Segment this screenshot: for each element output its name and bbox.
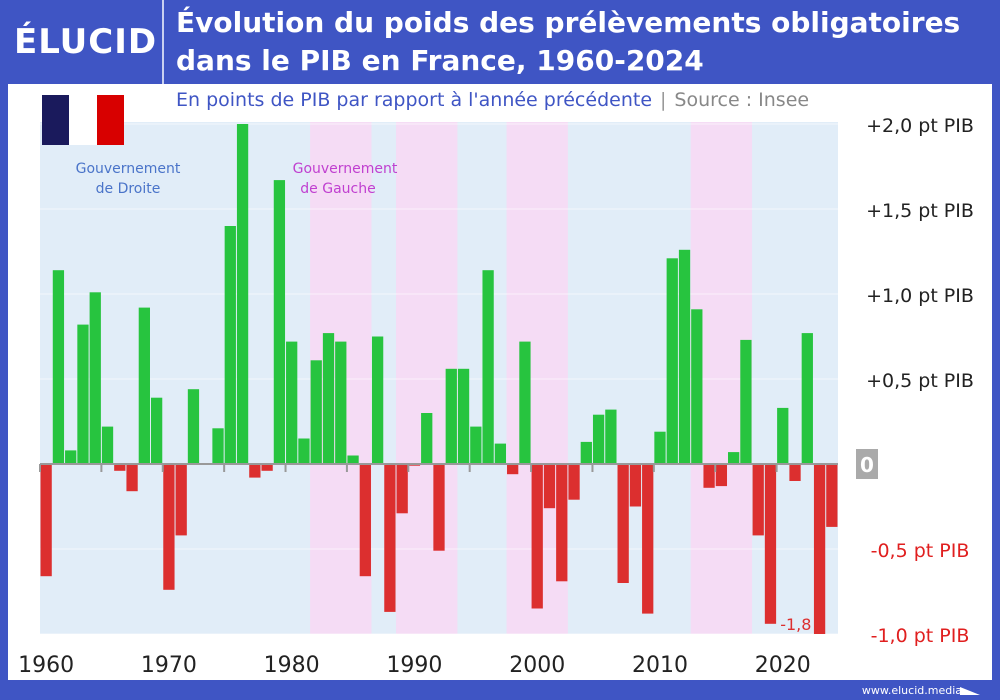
bar-1977 <box>249 464 261 478</box>
bar-2001 <box>543 464 556 509</box>
bar-1989 <box>396 464 408 514</box>
left-government-label-2: de Gauche <box>300 181 375 197</box>
title-line-1: Évolution du poids des prélèvements obli… <box>176 6 961 39</box>
elucid-logo: ÉLUCID <box>14 22 158 62</box>
left-government-label-1: Gouvernement <box>293 161 398 177</box>
footer-url[interactable]: www.elucid.media <box>861 684 962 697</box>
bar-1980 <box>286 341 298 464</box>
bar-2023 <box>813 464 826 634</box>
france-flag-icon <box>42 95 124 145</box>
x-tick-label-1980: 1980 <box>264 653 320 678</box>
bar-2021 <box>789 464 801 481</box>
subtitle: En points de PIB par rapport à l'année p… <box>176 89 809 111</box>
annotation-2023: -1,8 <box>780 615 811 634</box>
bar-1986 <box>359 464 371 577</box>
bar-1966 <box>114 464 126 471</box>
zero-label-box <box>856 449 878 479</box>
bar-1993 <box>445 368 457 464</box>
x-tick-label-2000: 2000 <box>509 653 565 678</box>
bar-1970 <box>163 464 175 590</box>
separator: | <box>660 89 667 111</box>
bar-1991 <box>421 413 433 464</box>
x-tick-label-2020: 2020 <box>755 653 811 678</box>
bar-2008 <box>629 464 642 507</box>
bar-1985 <box>347 455 359 464</box>
y-tick-label: +2,0 pt PIB <box>866 115 974 137</box>
right-government-label-1: Gouvernement <box>76 161 181 177</box>
x-tick-label-1960: 1960 <box>18 653 74 678</box>
bar-1963 <box>77 324 89 464</box>
bar-1998 <box>507 464 519 475</box>
bar-1982 <box>310 360 322 464</box>
bar-2004 <box>580 441 592 464</box>
y-tick-label: +0,5 pt PIB <box>866 370 974 392</box>
bar-2024 <box>826 464 838 527</box>
subtitle-text: En points de PIB par rapport à l'année p… <box>176 89 653 111</box>
right-government-label-2: de Droite <box>96 181 161 197</box>
bar-2009 <box>642 464 654 614</box>
bar-1995 <box>470 426 482 464</box>
bar-1972 <box>187 389 200 464</box>
bar-2006 <box>605 409 617 464</box>
bar-1968 <box>138 307 150 464</box>
x-tick-label-2010: 2010 <box>632 653 688 678</box>
chart-title: Évolution du poids des prélèvements obli… <box>176 4 960 80</box>
title-line-2: dans le PIB en France, 1960-2024 <box>176 44 704 77</box>
x-tick-label-1990: 1990 <box>386 653 442 678</box>
bar-1978 <box>261 464 273 471</box>
bar-2020 <box>777 407 789 464</box>
bar-2014 <box>703 464 715 488</box>
y-tick-label: -1,0 pt PIB <box>871 625 970 647</box>
bar-2016 <box>728 452 740 464</box>
bar-1974 <box>212 428 224 464</box>
bar-2005 <box>592 414 605 464</box>
bar-1994 <box>457 368 470 464</box>
x-tick-label-1970: 1970 <box>141 653 197 678</box>
bar-2019 <box>764 464 777 624</box>
bar-2000 <box>531 464 543 609</box>
bar-2011 <box>666 258 678 464</box>
bar-1962 <box>65 450 77 464</box>
y-tick-label: +1,0 pt PIB <box>866 285 974 307</box>
bar-1987 <box>371 336 384 464</box>
bar-1983 <box>322 333 335 464</box>
bar-1961 <box>52 270 65 464</box>
bar-2012 <box>678 249 691 464</box>
elucid-mark-icon <box>960 687 980 695</box>
bar-2013 <box>691 309 703 464</box>
y-tick-label-0: 0 <box>860 453 874 477</box>
bar-1988 <box>384 464 396 612</box>
bar-1999 <box>519 341 531 464</box>
bar-1981 <box>298 438 310 464</box>
bar-1965 <box>101 426 114 464</box>
bar-1996 <box>482 270 494 464</box>
bar-2007 <box>617 464 629 583</box>
header-divider <box>162 0 164 84</box>
bar-1969 <box>150 397 163 464</box>
bar-2018 <box>752 464 764 536</box>
bar-2017 <box>740 339 752 464</box>
bar-2015 <box>715 464 728 487</box>
bar-1964 <box>89 292 101 464</box>
bar-1971 <box>175 464 187 536</box>
bar-1976 <box>236 124 249 464</box>
source-text: Source : Insee <box>674 89 810 111</box>
bar-1997 <box>494 443 507 464</box>
y-tick-label: +1,5 pt PIB <box>866 200 974 222</box>
bar-1992 <box>433 464 445 551</box>
y-tick-label: -0,5 pt PIB <box>871 540 970 562</box>
bar-1975 <box>224 226 236 464</box>
bar-1984 <box>335 341 347 464</box>
bar-1960 <box>40 464 52 577</box>
bar-2003 <box>568 464 580 500</box>
bar-1979 <box>273 180 286 464</box>
bar-2002 <box>556 464 568 582</box>
bar-2022 <box>801 333 813 464</box>
header: ÉLUCID Évolution du poids des prélèvemen… <box>0 0 1000 84</box>
bar-1967 <box>126 464 138 492</box>
bar-2010 <box>654 431 666 464</box>
